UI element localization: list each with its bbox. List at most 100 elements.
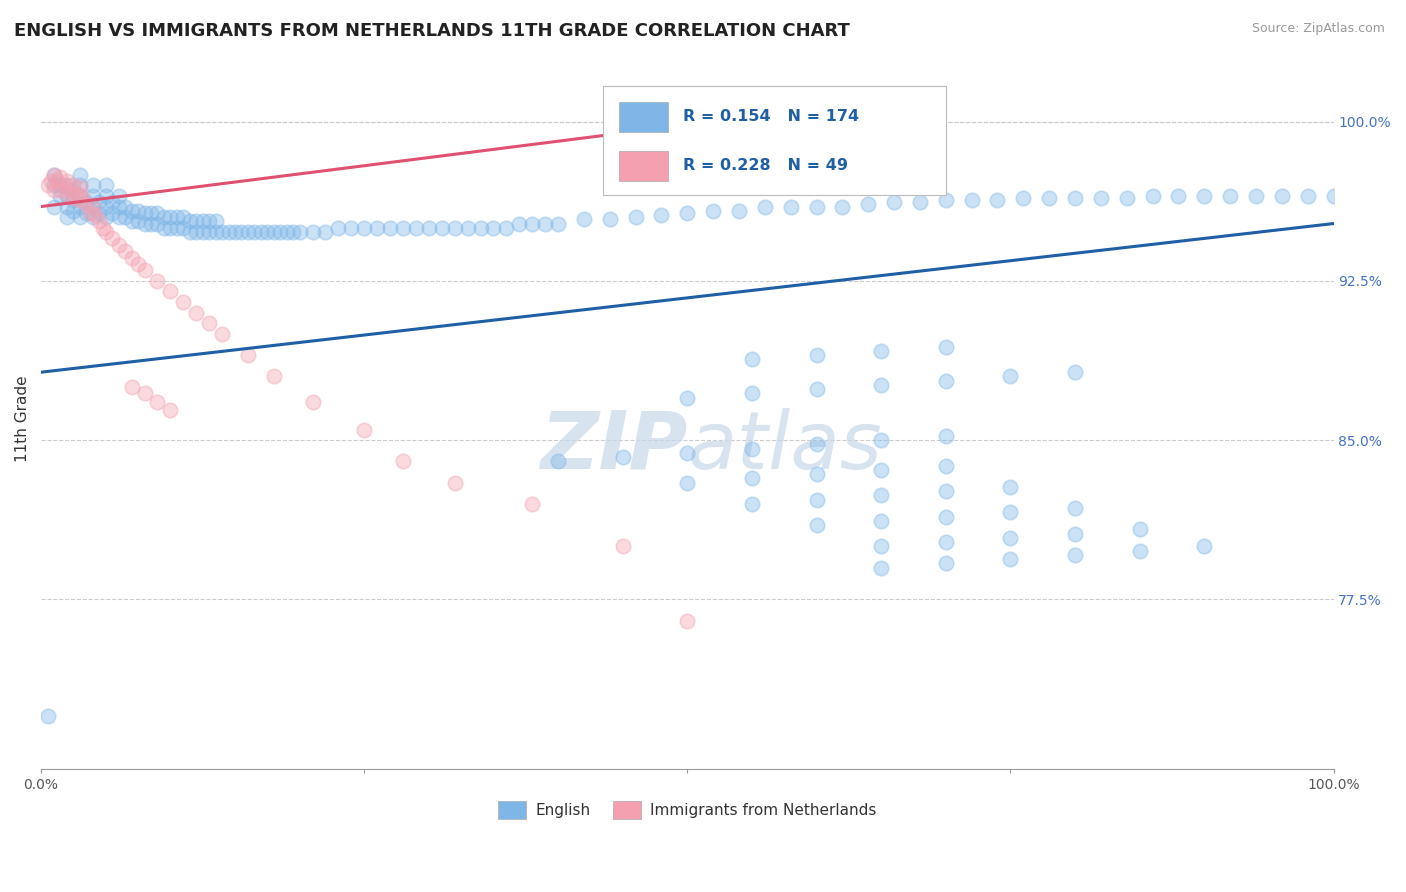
Point <box>66 186 89 201</box>
Point <box>353 220 375 235</box>
Point <box>1090 191 1112 205</box>
Point <box>1142 189 1164 203</box>
Point <box>146 217 169 231</box>
Point <box>75 206 97 220</box>
Point <box>935 374 957 388</box>
Point <box>69 178 91 193</box>
Point <box>58 183 80 197</box>
Point <box>89 206 111 220</box>
Point <box>42 200 65 214</box>
Y-axis label: 11th Grade: 11th Grade <box>15 376 30 462</box>
Point <box>127 203 149 218</box>
Point <box>41 174 63 188</box>
Point <box>62 191 84 205</box>
Point <box>56 174 79 188</box>
Point <box>676 446 699 460</box>
Point <box>741 386 763 401</box>
Text: atlas: atlas <box>688 408 882 486</box>
Point <box>624 210 647 224</box>
Point <box>121 251 143 265</box>
Point <box>405 220 427 235</box>
Point <box>75 195 97 210</box>
Point <box>676 475 699 490</box>
Point <box>114 200 136 214</box>
Point <box>612 539 634 553</box>
Point <box>870 560 893 574</box>
Text: ZIP: ZIP <box>540 408 688 486</box>
Point <box>82 178 104 193</box>
Point <box>353 423 375 437</box>
Point <box>366 220 388 235</box>
Point <box>301 225 323 239</box>
Text: R = 0.154   N = 174: R = 0.154 N = 174 <box>683 110 859 124</box>
Point <box>127 257 149 271</box>
Point <box>114 210 136 224</box>
Point <box>741 352 763 367</box>
Point <box>392 454 415 468</box>
Point <box>806 200 828 214</box>
Point <box>378 220 401 235</box>
Point <box>94 178 117 193</box>
Point <box>1000 552 1022 566</box>
Point <box>75 197 97 211</box>
Point <box>62 183 84 197</box>
Point <box>1219 189 1241 203</box>
FancyBboxPatch shape <box>603 86 946 194</box>
Point <box>250 225 273 239</box>
Point <box>82 210 104 224</box>
Point <box>702 203 724 218</box>
Point <box>134 217 156 231</box>
Point <box>870 488 893 502</box>
Point <box>806 437 828 451</box>
Point <box>870 463 893 477</box>
Point <box>534 217 557 231</box>
Point <box>159 220 181 235</box>
Point <box>676 391 699 405</box>
Point <box>89 214 111 228</box>
Point <box>56 186 79 201</box>
Point <box>172 210 194 224</box>
Point <box>69 180 91 194</box>
Point <box>49 178 72 193</box>
Point <box>69 193 91 207</box>
Point <box>870 433 893 447</box>
Point <box>935 484 957 499</box>
Point <box>470 220 492 235</box>
Point <box>186 214 208 228</box>
Point <box>191 214 214 228</box>
Point <box>430 220 453 235</box>
Point <box>1064 526 1087 541</box>
Point <box>72 189 94 203</box>
Point <box>101 231 124 245</box>
Point <box>45 174 67 188</box>
Point <box>42 168 65 182</box>
Point <box>218 225 240 239</box>
Point <box>82 189 104 203</box>
Point <box>82 200 104 214</box>
Point <box>231 225 253 239</box>
Point <box>114 244 136 259</box>
Point <box>89 195 111 210</box>
Point <box>198 317 221 331</box>
Point <box>806 348 828 362</box>
Point <box>392 220 415 235</box>
Point <box>62 178 84 193</box>
Point <box>1322 189 1344 203</box>
Point <box>127 214 149 228</box>
Point <box>94 200 117 214</box>
Point <box>935 193 957 207</box>
Point <box>146 274 169 288</box>
Point <box>1271 189 1294 203</box>
Point <box>1000 369 1022 384</box>
Text: ENGLISH VS IMMIGRANTS FROM NETHERLANDS 11TH GRADE CORRELATION CHART: ENGLISH VS IMMIGRANTS FROM NETHERLANDS 1… <box>14 22 851 40</box>
Point <box>42 178 65 193</box>
Point <box>728 203 751 218</box>
Point <box>281 225 304 239</box>
Point <box>806 382 828 396</box>
Point <box>858 197 880 211</box>
Point <box>153 220 176 235</box>
Point <box>1038 191 1060 205</box>
Point <box>276 225 298 239</box>
Point <box>1000 531 1022 545</box>
Point <box>186 306 208 320</box>
